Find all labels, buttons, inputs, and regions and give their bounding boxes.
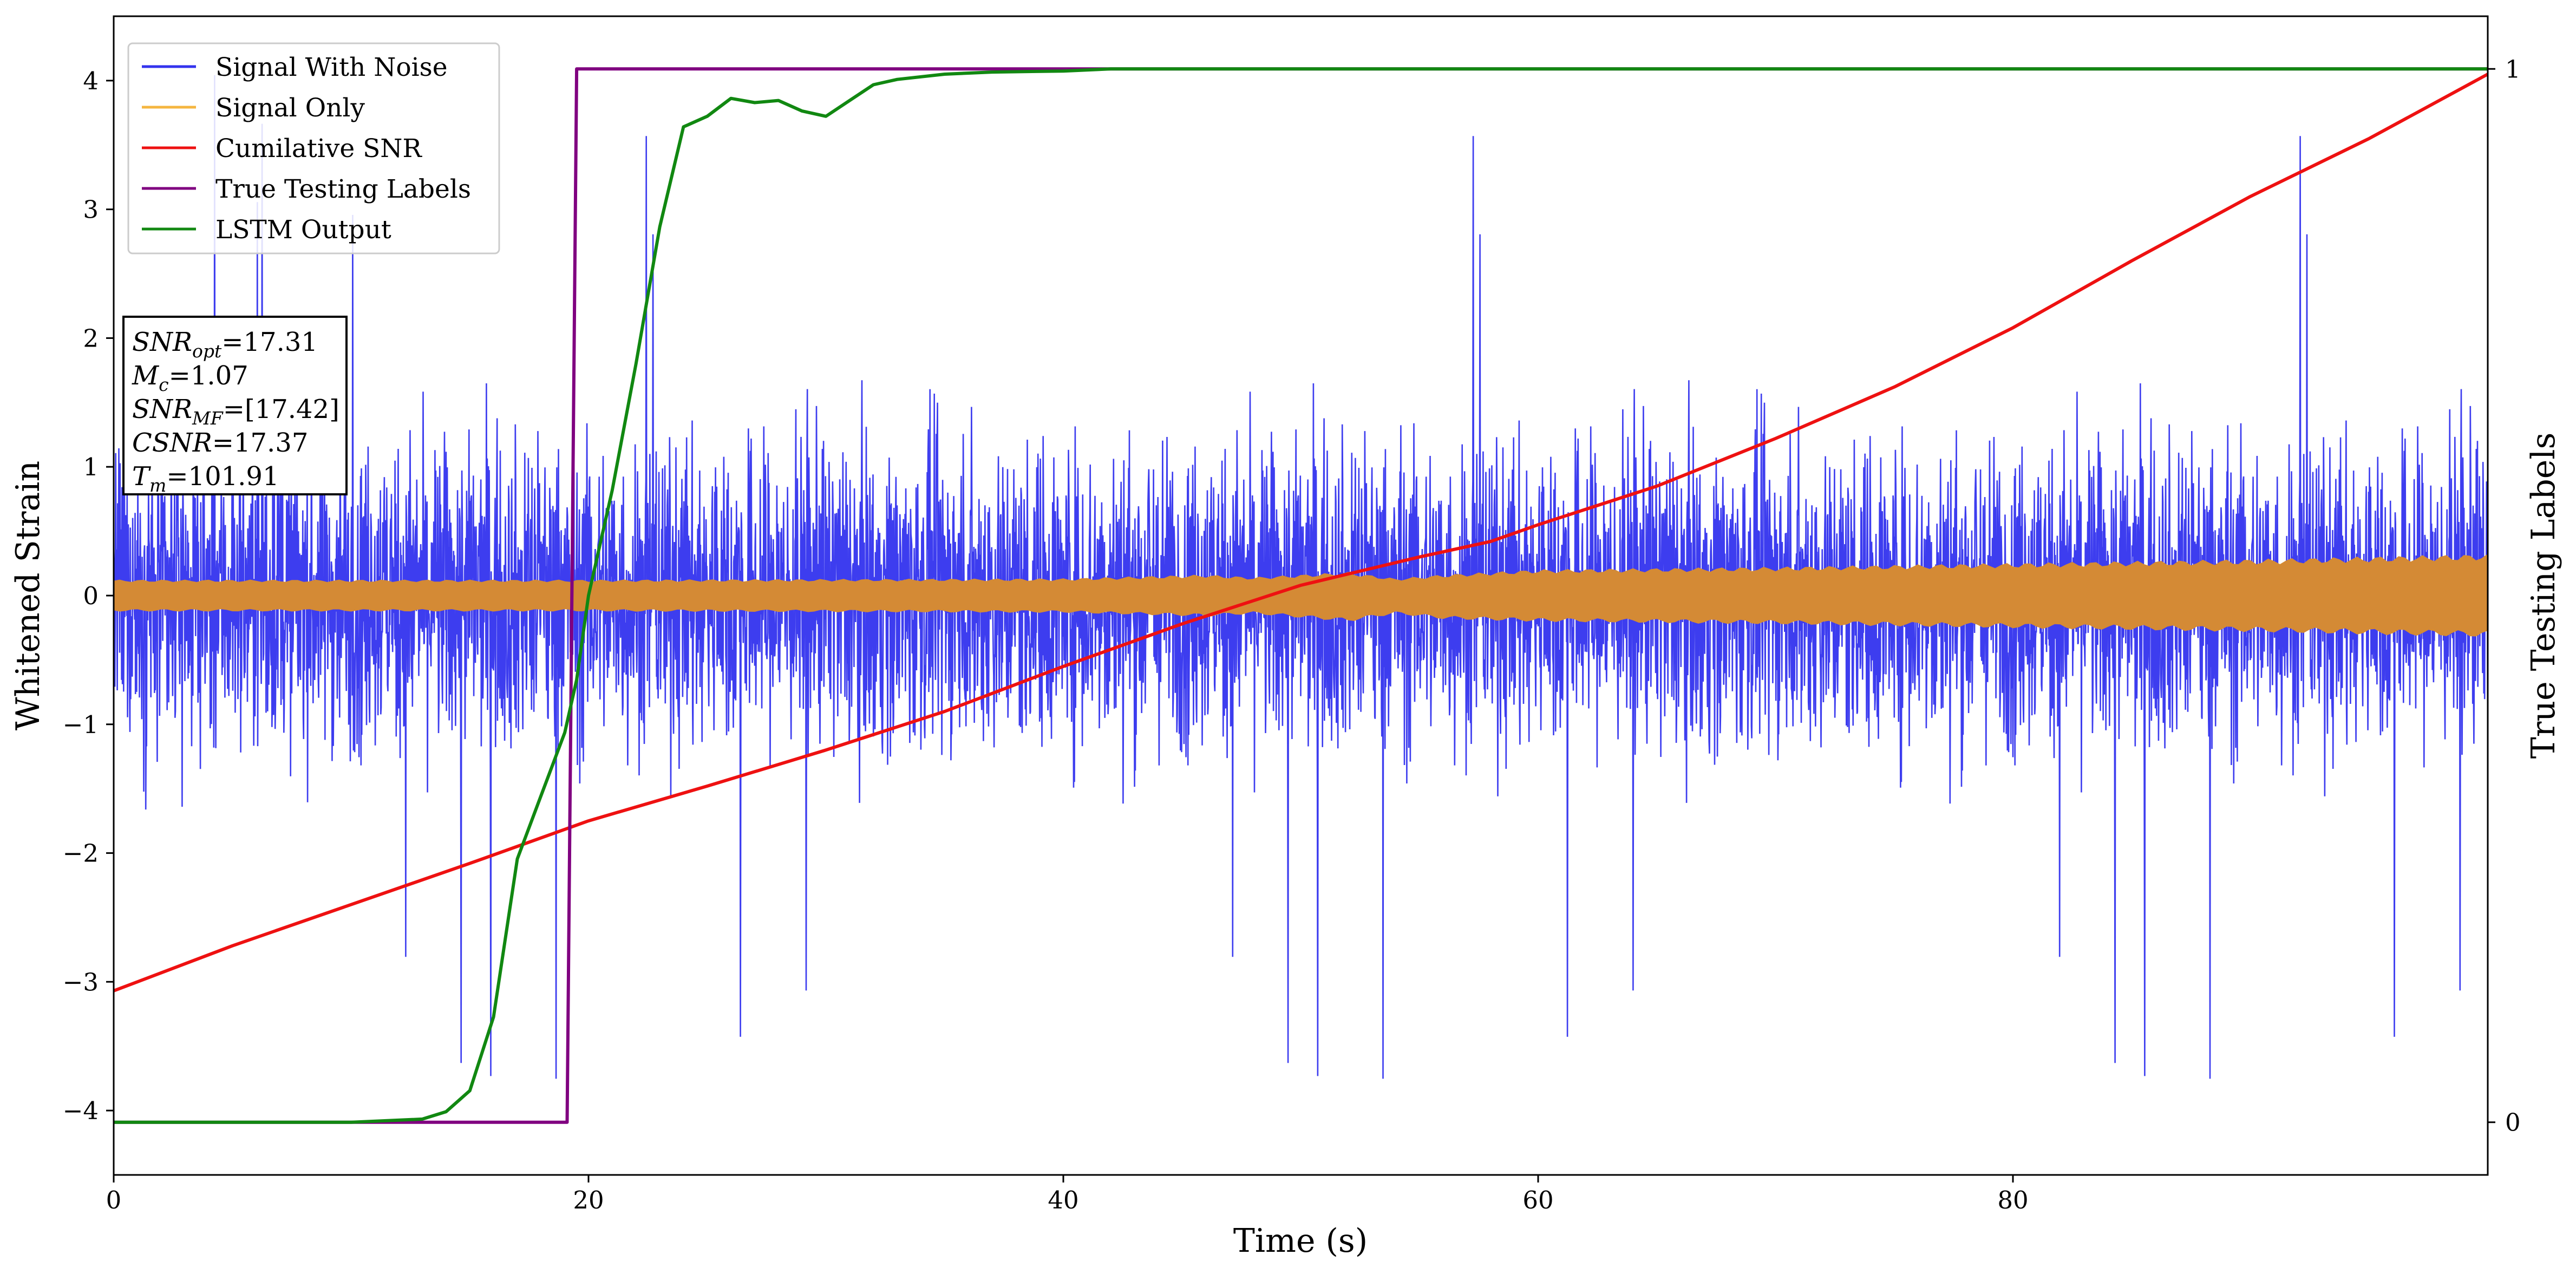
legend-entry: LSTM Output	[142, 215, 391, 245]
legend-label: Cumilative SNR	[215, 134, 422, 164]
legend-entry: Signal Only	[142, 93, 365, 123]
info-line-snr-mf: SNRMF=[17.42]	[132, 394, 339, 429]
legend-label: LSTM Output	[215, 215, 391, 245]
info-box-frame	[122, 316, 348, 495]
x-tick-label: 20	[573, 1186, 604, 1214]
legend-label: Signal Only	[215, 93, 365, 123]
y2-tick-label: 1	[2505, 55, 2521, 83]
y-tick-label: 0	[83, 582, 99, 610]
x-tick-label: 80	[1997, 1186, 2028, 1214]
info-box: SNRopt=17.31 Mc=1.07 SNRMF=[17.42] CSNR=…	[122, 316, 348, 496]
legend-frame	[127, 42, 500, 254]
info-line-mc: Mc=1.07	[132, 361, 249, 395]
y-tick-label: −3	[63, 968, 99, 996]
x-tick-label: 40	[1048, 1186, 1078, 1214]
y-tick-label: 1	[83, 453, 99, 481]
x-tick-label: 60	[1522, 1186, 1553, 1214]
y-tick-label: 2	[83, 324, 99, 352]
legend-entry: True Testing Labels	[142, 174, 471, 204]
y2-tick-label: 0	[2505, 1108, 2521, 1137]
x-tick-label: 0	[106, 1186, 122, 1214]
y-tick-label: −2	[63, 839, 99, 868]
info-line-snr-opt: SNRopt=17.31	[132, 327, 318, 362]
legend-entry: Cumilative SNR	[142, 134, 422, 164]
series-cumilative-snr	[114, 73, 2488, 992]
legend-label: Signal With Noise	[215, 53, 448, 82]
y-tick-label: 4	[83, 67, 99, 95]
x-axis-label: Time (s)	[1233, 1222, 1368, 1260]
y-tick-label: −1	[63, 710, 99, 739]
series-layer	[114, 67, 2488, 1124]
info-line-csnr: CSNR=17.37	[132, 428, 308, 458]
y-axis-label: Whitened Strain	[9, 461, 47, 730]
y-tick-label: −4	[63, 1096, 99, 1125]
y2-axis-label: True Testing Labels	[2525, 433, 2562, 759]
y-tick-label: 3	[83, 195, 99, 224]
series-signal-only	[114, 553, 2488, 637]
legend-entry: Signal With Noise	[142, 53, 448, 82]
legend-label: True Testing Labels	[215, 174, 471, 204]
info-line-tm: Tm=101.91	[132, 461, 279, 496]
legend: Signal With Noise Signal Only Cumilative…	[127, 42, 500, 254]
series-lstm-output	[114, 67, 2488, 1124]
